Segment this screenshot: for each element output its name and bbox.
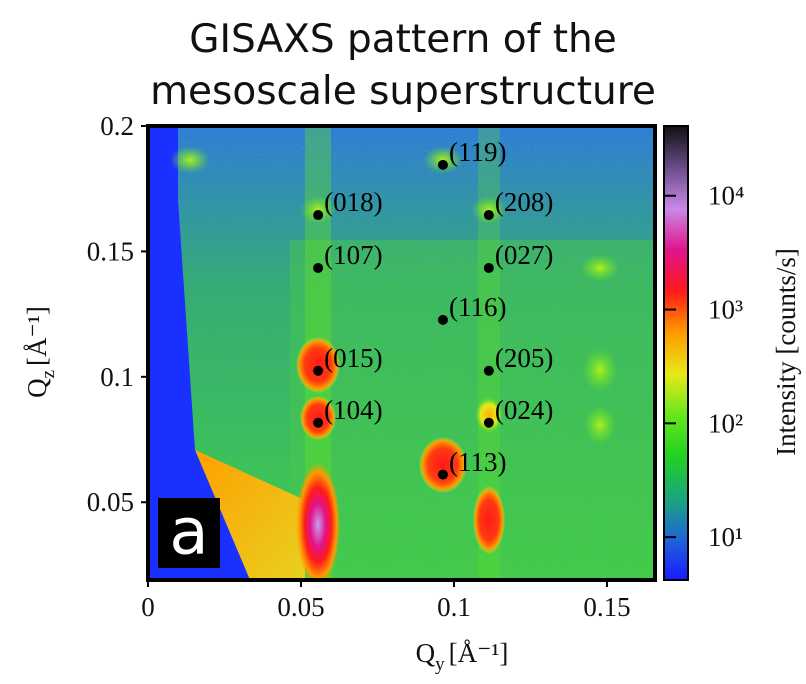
- heatmap-spot: [582, 348, 618, 392]
- heatmap-spot: [580, 254, 620, 282]
- x-axis-label-subscript: y: [435, 654, 445, 675]
- x-tick-label: 0.1: [437, 592, 471, 622]
- point-label: (015): [324, 343, 382, 373]
- y-tick-label: 0.15: [87, 236, 134, 266]
- heatmap-streak: [478, 126, 500, 580]
- x-tick-label: 0.05: [277, 592, 324, 622]
- point: [313, 365, 324, 376]
- y-axis-label-symbol: Q: [22, 378, 52, 398]
- heatmap-region: [195, 450, 305, 580]
- point-label: (024): [495, 395, 553, 425]
- x-tick-label: 0: [141, 592, 155, 622]
- x-tick-label: 0.15: [583, 592, 630, 622]
- heatmap-spot: [170, 146, 210, 174]
- point-label: (107): [324, 240, 382, 270]
- x-axis-label: Qy [Å⁻¹]: [416, 638, 509, 675]
- point: [313, 210, 324, 221]
- heatmap-spot: [471, 196, 507, 224]
- heatmap-spot: [584, 405, 616, 445]
- point: [483, 365, 494, 376]
- heatmap-spot: [296, 337, 340, 393]
- colorbar-tick-label: 10¹: [708, 522, 743, 552]
- point-label: (205): [495, 343, 553, 373]
- y-axis-label-subscript: z: [38, 370, 59, 378]
- y-tick-label: 0.05: [87, 487, 134, 517]
- heatmap-spot: [475, 397, 503, 433]
- heatmap-region: [148, 126, 250, 580]
- colorbar-label: Intensity [counts/s]: [771, 248, 801, 456]
- point: [437, 314, 448, 325]
- title-line: GISAXS pattern of the: [189, 17, 616, 62]
- panel-label-box: [158, 498, 220, 568]
- point-label: (018): [324, 187, 382, 217]
- point: [483, 262, 494, 273]
- panel-label: a: [169, 496, 208, 570]
- point-label: (119): [449, 137, 506, 167]
- heatmap: [148, 126, 655, 580]
- point-label: (116): [449, 292, 506, 322]
- y-axis-label-unit: [Å⁻¹]: [22, 306, 52, 366]
- y-tick-label: 0.1: [100, 362, 134, 392]
- title-line: mesoscale superstructure: [150, 69, 656, 114]
- point: [483, 210, 494, 221]
- colorbar-tick-label: 10⁴: [708, 181, 744, 211]
- colorbar-tick-label: 10³: [708, 295, 743, 325]
- y-tick-label: 0.2: [100, 111, 134, 141]
- point: [313, 417, 324, 428]
- heatmap-spot: [419, 437, 467, 493]
- y-axis-label: Qz [Å⁻¹]: [22, 306, 59, 398]
- colorbar-tick-label: 10²: [708, 408, 743, 438]
- heatmap-spot: [300, 196, 336, 224]
- point-label: (208): [495, 187, 553, 217]
- point: [437, 469, 448, 480]
- heatmap-spot: [473, 486, 505, 554]
- point: [313, 262, 324, 273]
- x-axis-label-unit: [Å⁻¹]: [449, 638, 509, 668]
- heatmap-spot: [296, 463, 340, 580]
- point: [437, 159, 448, 170]
- colorbar: [663, 125, 689, 581]
- point-label: (104): [324, 395, 382, 425]
- plot-frame: [146, 124, 657, 582]
- point-label: (113): [449, 447, 506, 477]
- title: GISAXS pattern of the mesoscale superstru…: [150, 17, 656, 114]
- point: [483, 417, 494, 428]
- x-axis-label-symbol: Q: [416, 638, 436, 668]
- point-label: (027): [495, 240, 553, 270]
